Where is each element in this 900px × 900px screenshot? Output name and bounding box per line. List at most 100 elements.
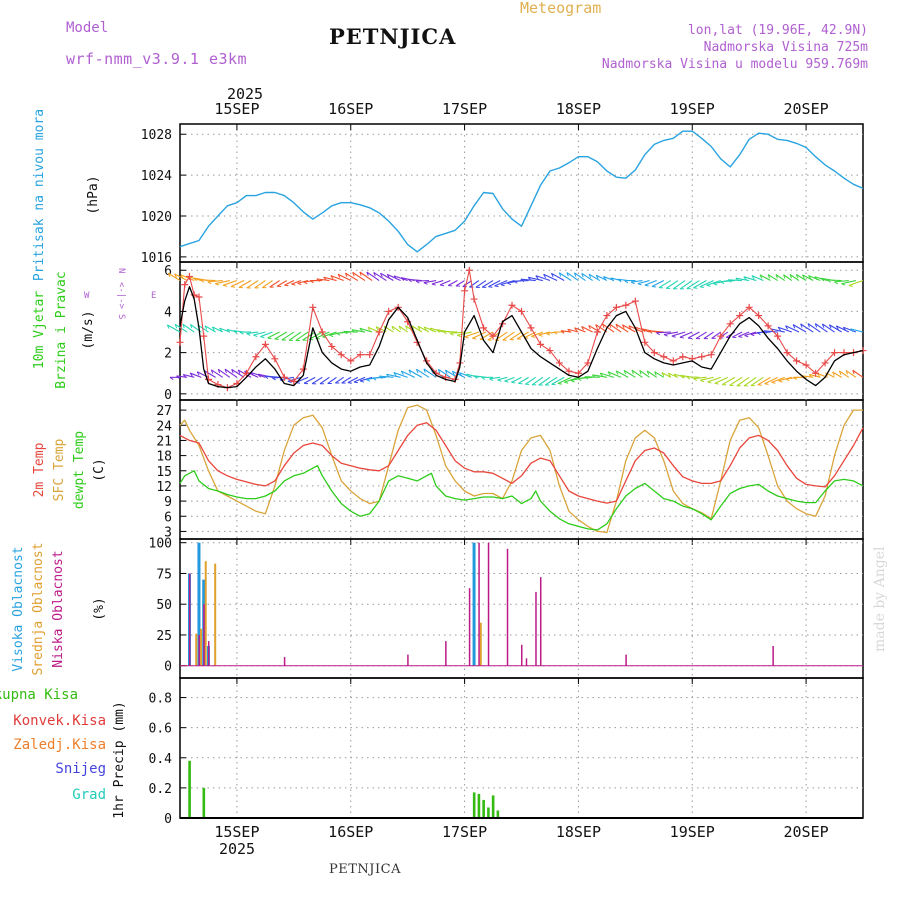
wind-arrow-head — [297, 282, 302, 286]
wind-compass: N W <-|-> E S — [84, 268, 156, 319]
wind-arrow-head — [764, 383, 769, 385]
cloud-tick-label: 75 — [156, 567, 172, 582]
wind-arrow-head — [751, 275, 755, 280]
wind-arrow — [352, 271, 366, 281]
wind-arrow-head — [189, 324, 193, 329]
wind-arrow-head — [671, 335, 676, 338]
day-labels-bottom: 15SEP 16SEP 17SEP 18SEP 19SEP 20SEP — [214, 823, 828, 841]
wind-arrow-head — [372, 377, 377, 381]
temp-ylabel-2: SFC Temp — [52, 439, 67, 502]
wind-arrow-head — [592, 374, 596, 378]
wind-arrow — [502, 331, 515, 341]
wind-arrow — [344, 330, 358, 333]
cloud-mid-bar — [479, 622, 482, 666]
wind-arrow-head — [778, 380, 783, 383]
wind-arrow-head — [793, 376, 797, 380]
wind-arrow-head — [316, 278, 321, 282]
wind-arrow-head — [272, 377, 276, 381]
wind-arrow-head — [506, 282, 512, 286]
wind-arrow-head — [679, 336, 684, 339]
wind-arrow-head — [581, 326, 584, 331]
gust-marker — [831, 349, 839, 357]
wind-arrow-head — [800, 323, 803, 328]
cloud-high-bar — [197, 542, 201, 666]
wind-arrow — [711, 331, 722, 339]
pressure-panel-frame — [179, 123, 864, 263]
wind-arrow — [415, 279, 430, 282]
cloud-low-bar — [445, 641, 447, 666]
wind-arrow-head — [494, 285, 499, 288]
wind-arrow — [189, 372, 202, 378]
wind-arrow-head — [738, 336, 743, 338]
precip-tick-label: 0.4 — [149, 752, 173, 767]
wind-arrow — [224, 368, 238, 378]
wind-arrow-head — [832, 371, 835, 376]
wind-arrow-head — [775, 274, 778, 279]
precip-legend-graupel: Grad — [72, 787, 106, 803]
gust-marker — [584, 359, 592, 367]
gust-marker — [764, 322, 772, 330]
wind-arrow-head — [631, 370, 634, 375]
wind-arrow — [393, 275, 408, 282]
wind-arrow-head — [615, 323, 618, 329]
wind-arrow — [511, 376, 522, 383]
wind-arrow-head — [379, 375, 383, 380]
precip-bar — [477, 793, 481, 818]
wind-arrow — [827, 279, 842, 282]
wind-arrow — [850, 328, 864, 333]
wind-arrow — [222, 280, 238, 286]
wind-arrow — [447, 280, 458, 286]
wind-arrow — [703, 331, 714, 340]
day-label-bottom: 18SEP — [556, 823, 601, 841]
wind-arrow-head — [827, 279, 832, 283]
wind-arrow-head — [167, 273, 171, 278]
wind-arrow — [335, 376, 344, 384]
temp-ylabel-1: 2m Temp — [32, 442, 47, 497]
wind-arrow — [297, 280, 309, 284]
elevation-label: Nadmorska Visina 725m — [703, 40, 868, 55]
precip-bar — [202, 787, 206, 818]
wind-arrow-head — [405, 325, 408, 330]
wind-arrow-head — [814, 323, 818, 328]
wind-arrow — [720, 279, 735, 283]
pressure-unit: (hPa) — [86, 175, 101, 214]
wind-arrow — [538, 376, 551, 386]
wind-arrow — [663, 331, 679, 336]
temp-tick-label: 12 — [156, 480, 172, 495]
sfc-temp-line — [179, 404, 863, 534]
wind-arrow — [212, 326, 223, 333]
wind-arrow-head — [511, 381, 516, 384]
wind-arrow — [217, 368, 231, 378]
wind-arrow-head — [231, 369, 234, 374]
wind-arrow-head — [415, 369, 419, 374]
wind-arrow — [337, 273, 351, 282]
gust-marker — [679, 353, 687, 361]
wind-arrow — [807, 323, 821, 333]
wind-arrow-head — [842, 326, 847, 331]
wind-arrow — [743, 276, 757, 282]
wind-arrow — [417, 325, 430, 333]
cloud-low-bar — [506, 548, 509, 666]
pressure-tick-label: 1016 — [141, 251, 172, 266]
wind-arrow — [750, 376, 764, 387]
wind-arrow-head — [621, 324, 625, 329]
wind-arrow — [615, 323, 629, 333]
wind-arrow-head — [408, 279, 412, 283]
gust-marker — [242, 369, 250, 377]
wind-arrow — [504, 376, 515, 382]
wind-arrow — [288, 331, 302, 341]
wind-arrow — [254, 280, 266, 289]
wind-arrow-head — [176, 375, 180, 379]
wind-arrow — [729, 376, 743, 386]
wind-arrow-head — [558, 272, 562, 277]
wind-arrow-head — [309, 280, 314, 284]
pressure-tick-label: 1020 — [141, 210, 172, 225]
wind-arrow — [654, 371, 665, 378]
wind-arrow — [472, 331, 487, 339]
wind-arrow — [728, 279, 743, 282]
cloud-mid-bar — [195, 633, 198, 666]
wind-arrow-head — [373, 272, 376, 277]
wind-arrow — [274, 331, 287, 340]
wind-arrow — [764, 376, 778, 385]
wind-arrow — [836, 325, 850, 333]
